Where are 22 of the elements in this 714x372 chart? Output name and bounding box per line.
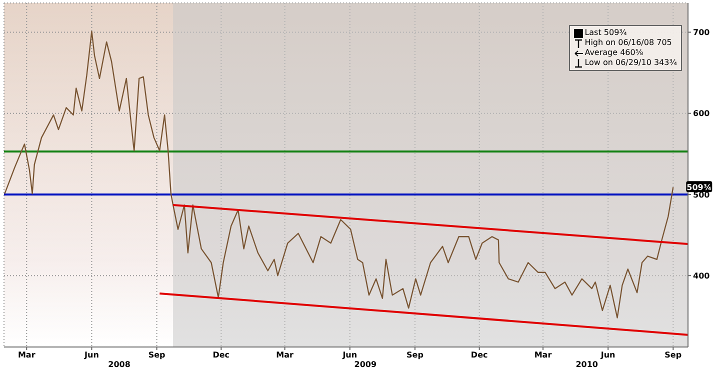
x2-tick-label: 2010	[574, 360, 599, 370]
x-tick-label: Jun	[84, 350, 100, 360]
y-tick-label: 600	[693, 109, 710, 118]
annotation: Average 460⅝	[584, 48, 644, 58]
x-tick-label: Mar	[18, 350, 36, 360]
y-tick-label: 700	[693, 28, 710, 38]
x-tick-label: Mar	[534, 350, 552, 360]
annotation: 509¾	[686, 183, 712, 192]
x-tick-label: Dec	[470, 350, 488, 360]
x-tick-label: Dec	[212, 350, 230, 360]
x-tick-label: Jun	[342, 350, 358, 360]
x2-tick-label: 2008	[107, 360, 132, 370]
x-tick-label: Sep	[664, 350, 682, 360]
annotation: Low on 06/29/10 343¾	[584, 58, 677, 68]
x2-tick-label: 2009	[353, 360, 378, 370]
annotation: Last 509¾	[584, 28, 627, 38]
annotation: High on 06/16/08 705	[584, 38, 672, 48]
x-tick-label: Sep	[406, 350, 424, 360]
x-tick-label: Sep	[148, 350, 166, 360]
y-tick-label: 400	[693, 271, 710, 280]
x-tick-label: Mar	[276, 350, 294, 360]
x-tick-label: Jun	[600, 350, 616, 360]
